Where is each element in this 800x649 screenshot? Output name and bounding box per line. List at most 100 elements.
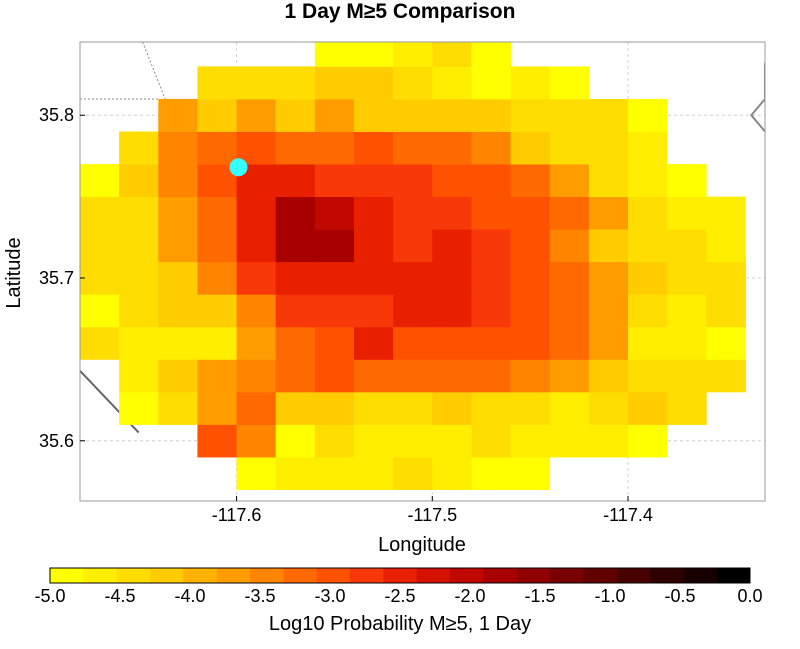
probability-cell: [119, 229, 159, 263]
x-tick-label: -117.5: [407, 505, 457, 525]
plot-area-frame: [79, 41, 766, 502]
probability-cell: [471, 261, 511, 295]
probability-cell: [393, 42, 433, 67]
probability-cell: [393, 261, 433, 295]
probability-cell: [197, 359, 237, 393]
probability-cell: [236, 229, 277, 263]
probability-cell: [510, 391, 551, 425]
probability-cell: [628, 196, 668, 230]
probability-cell: [197, 424, 237, 458]
probability-cell: [393, 326, 433, 360]
x-axis-ticks: -117.6 -117.5 -117.4: [212, 496, 653, 525]
probability-cell: [667, 164, 707, 198]
probability-cell: [706, 294, 746, 328]
probability-cell: [354, 424, 394, 458]
probability-cell: [393, 131, 433, 165]
probability-cell: [80, 196, 120, 230]
probability-cell: [393, 196, 433, 230]
probability-cell: [158, 294, 198, 328]
x-axis-label: Longitude: [378, 534, 466, 556]
probability-cell: [236, 196, 277, 230]
probability-cell: [354, 42, 394, 67]
colorbar-tick-label: -3.0: [314, 586, 345, 606]
y-tick-label: 35.7: [39, 268, 74, 288]
y-axis-ticks: 35.6 35.7 35.8: [39, 105, 85, 451]
probability-cell: [667, 261, 707, 295]
probability-cell: [588, 294, 629, 328]
probability-cell: [706, 326, 746, 360]
probability-cell: [314, 164, 355, 198]
probability-cell: [354, 261, 394, 295]
probability-cell: [158, 326, 198, 360]
probability-cell: [314, 261, 355, 295]
colorbar-segment: [116, 568, 151, 583]
probability-cell: [314, 131, 355, 165]
probability-cell: [432, 229, 472, 263]
probability-cell: [667, 326, 707, 360]
probability-cell: [354, 98, 394, 132]
probability-cell: [393, 424, 433, 458]
mainshock-marker: [229, 158, 248, 177]
colorbar-segment: [516, 568, 551, 583]
probability-cell: [158, 131, 198, 165]
probability-cell: [275, 326, 316, 360]
probability-cell: [588, 359, 629, 393]
probability-cell: [314, 391, 355, 425]
probability-cell: [275, 229, 316, 263]
colorbar-segment: [183, 568, 218, 583]
x-tick-label: -117.6: [212, 505, 262, 525]
probability-cell: [354, 294, 394, 328]
probability-cell: [706, 359, 746, 393]
probability-cell: [354, 457, 394, 490]
probability-cell: [275, 424, 316, 458]
probability-cell: [471, 326, 511, 360]
probability-cell: [628, 359, 668, 393]
probability-cell: [119, 261, 159, 295]
colorbar-segment: [416, 568, 451, 583]
probability-cell: [80, 164, 120, 198]
probability-cell: [510, 196, 551, 230]
probability-cell: [667, 391, 707, 425]
colorbar-segment: [450, 568, 484, 583]
probability-cell: [197, 229, 237, 263]
probability-cell: [628, 326, 668, 360]
probability-cell: [471, 294, 511, 328]
probability-cell: [354, 229, 394, 263]
colorbar-tick-label: -3.5: [244, 586, 275, 606]
probability-cell: [354, 391, 394, 425]
probability-cell: [354, 196, 394, 230]
probability-cell: [236, 261, 277, 295]
colorbar-segment: [316, 568, 351, 583]
probability-cell: [588, 196, 629, 230]
probability-cell: [236, 457, 277, 490]
probability-cell: [314, 196, 355, 230]
probability-cell: [197, 294, 237, 328]
colorbar-tick-label: -0.5: [664, 586, 695, 606]
probability-cell: [275, 261, 316, 295]
colorbar-segment: [50, 568, 84, 583]
probability-cell: [158, 164, 198, 198]
probability-cell: [471, 196, 511, 230]
probability-cell: [510, 229, 551, 263]
probability-cell: [628, 98, 668, 132]
probability-cell: [628, 261, 668, 295]
probability-cell: [80, 261, 120, 295]
colorbar-segment: [583, 568, 618, 583]
probability-cell: [275, 131, 316, 165]
probability-cell: [510, 359, 551, 393]
probability-cell: [667, 294, 707, 328]
probability-cell: [588, 131, 629, 165]
probability-cell: [158, 196, 198, 230]
probability-cell: [393, 457, 433, 490]
probability-cell: [549, 294, 590, 328]
probability-cell: [510, 66, 551, 100]
probability-cell: [393, 359, 433, 393]
probability-cell: [119, 359, 159, 393]
colorbar-segment: [616, 568, 651, 583]
colorbar-tick-label: 0.0: [737, 586, 762, 606]
probability-cell: [275, 294, 316, 328]
probability-cell: [236, 66, 277, 100]
probability-cell: [432, 42, 472, 67]
probability-cell: [197, 66, 237, 100]
